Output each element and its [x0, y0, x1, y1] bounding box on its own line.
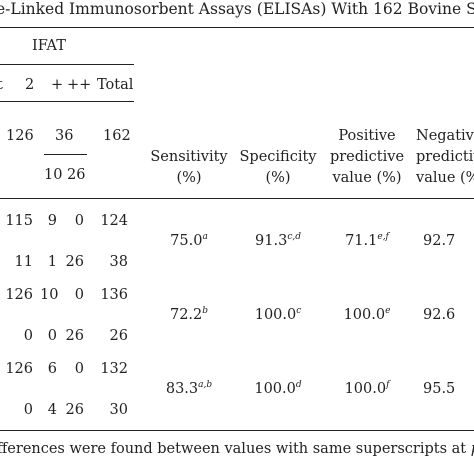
cell-negative: 11	[14, 254, 33, 270]
table-footnote: fferences were found between values with…	[0, 441, 474, 457]
subheader-rule	[0, 101, 134, 102]
count-plusplus: 26	[67, 167, 86, 183]
ppv-value: 100.0f	[344, 380, 390, 397]
cell-negative: 0	[23, 402, 33, 418]
specificity-header-line2: (%)	[265, 170, 291, 186]
ppv-header-line3: value (%)	[332, 170, 402, 186]
bottom-rule	[0, 430, 474, 431]
positive-underline	[44, 154, 87, 155]
cell-plusplus: 26	[65, 402, 84, 418]
cell-negative: 126	[5, 361, 33, 377]
sensitivity-value: 72.2b	[169, 306, 209, 323]
col-header-plus: +	[51, 77, 64, 93]
sensitivity-value: 83.3a,b	[165, 380, 213, 397]
specificity-header-line1: Specificity	[239, 149, 317, 165]
ppv-header-line1: Positive	[338, 128, 396, 144]
specificity-value: 100.0d	[254, 380, 302, 397]
cell-plusplus: 0	[74, 213, 84, 229]
cell-plusplus: 26	[65, 328, 84, 344]
cell-total: 30	[109, 402, 128, 418]
cell-total: 38	[109, 254, 128, 270]
cell-plusplus: 26	[65, 254, 84, 270]
cell-total: 136	[100, 287, 128, 303]
ppv-header-line2: predictive	[329, 149, 405, 165]
cell-total: 124	[100, 213, 128, 229]
cell-plus: 6	[47, 361, 57, 377]
cell-negative: 115	[5, 213, 33, 229]
sensitivity-header-line1: Sensitivity	[150, 149, 228, 165]
cell-plus: 4	[47, 402, 57, 418]
col-header-plusplus: ++	[67, 77, 92, 93]
specificity-value: 91.3c,d	[255, 232, 301, 249]
cell-plus: 0	[47, 328, 57, 344]
npv-header-line2: predictiv	[416, 149, 474, 165]
sensitivity-header-line2: (%)	[176, 170, 202, 186]
count-negative: 126	[6, 128, 34, 144]
cell-plus: 1	[47, 254, 57, 270]
specificity-value: 100.0c	[254, 306, 302, 323]
cell-plusplus: 0	[74, 287, 84, 303]
count-total: 162	[103, 128, 131, 144]
cell-plus: 10	[40, 287, 59, 303]
cell-negative: 126	[5, 287, 33, 303]
npv-value: 92.6	[423, 307, 456, 323]
count-plus: 10	[44, 167, 63, 183]
ifat-header: IFAT	[32, 38, 66, 54]
npv-header-line3: value (%	[416, 170, 474, 186]
cell-plusplus: 0	[74, 361, 84, 377]
table-caption: e-Linked Immunosorbent Assays (ELISAs) W…	[0, 0, 474, 18]
ppv-value: 71.1e,f	[345, 232, 389, 249]
count-positive: 36	[55, 128, 74, 144]
sensitivity-value: 75.0a	[170, 232, 208, 249]
top-rule	[0, 27, 474, 28]
npv-header-line1: Negativ	[416, 128, 474, 144]
cell-total: 26	[109, 328, 128, 344]
npv-value: 92.7	[423, 233, 456, 249]
cell-plus: 9	[47, 213, 57, 229]
ppv-value: 100.0e	[343, 306, 391, 323]
col-header-total: Total	[97, 77, 134, 93]
col-cut-left: t	[0, 78, 3, 93]
ifat-underline	[0, 64, 134, 65]
col-header-2: 2	[25, 77, 35, 93]
cell-total: 132	[100, 361, 128, 377]
header-rule	[0, 198, 474, 199]
npv-value: 95.5	[423, 381, 456, 397]
cell-negative: 0	[23, 328, 33, 344]
